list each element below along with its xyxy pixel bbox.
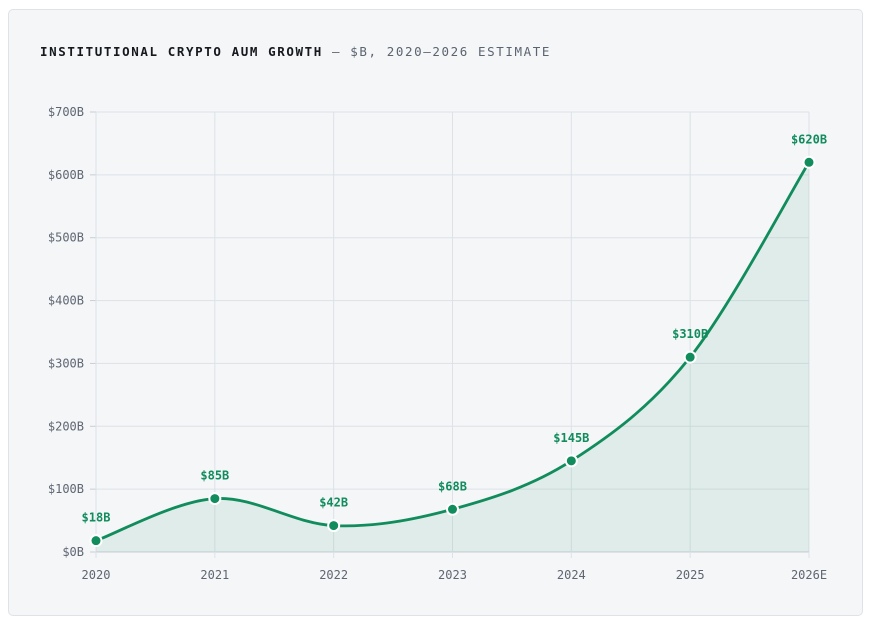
- x-tick-label: 2026E: [791, 568, 827, 582]
- data-label: $18B: [82, 511, 111, 525]
- chart-subtitle: — $B, 2020–2026 ESTIMATE: [332, 44, 552, 59]
- data-point: [446, 502, 459, 516]
- data-label: $145B: [553, 431, 589, 445]
- data-label: $85B: [200, 469, 229, 483]
- x-tick-label: 2023: [438, 568, 467, 582]
- data-point: [327, 519, 341, 533]
- data-point: [802, 155, 816, 169]
- y-tick-label: $100B: [48, 482, 84, 496]
- x-tick-label: 2024: [557, 568, 586, 582]
- data-point: [89, 534, 103, 548]
- y-tick-label: $600B: [48, 168, 84, 182]
- y-tick-label: $200B: [48, 419, 84, 433]
- data-label: $68B: [438, 479, 467, 493]
- x-tick-label: 2021: [200, 568, 229, 582]
- x-tick-label: 2022: [319, 568, 348, 582]
- area-fill: [96, 162, 809, 553]
- y-tick-label: $300B: [48, 356, 84, 370]
- chart-title: INSTITUTIONAL CRYPTO AUM GROWTH — $B, 20…: [40, 44, 551, 59]
- data-point: [208, 492, 222, 506]
- data-label: $310B: [672, 327, 708, 341]
- y-tick-label: $500B: [48, 231, 84, 245]
- data-point: [564, 454, 578, 468]
- chart-title-main: INSTITUTIONAL CRYPTO AUM GROWTH: [40, 44, 323, 59]
- y-tick-label: $700B: [48, 105, 84, 119]
- data-label: $620B: [791, 132, 827, 146]
- data-label: $42B: [319, 496, 348, 510]
- y-tick-label: $400B: [48, 294, 84, 308]
- data-point: [683, 350, 697, 364]
- y-tick-label: $0B: [62, 545, 84, 559]
- x-tick-label: 2020: [82, 568, 111, 582]
- x-tick-label: 2025: [676, 568, 705, 582]
